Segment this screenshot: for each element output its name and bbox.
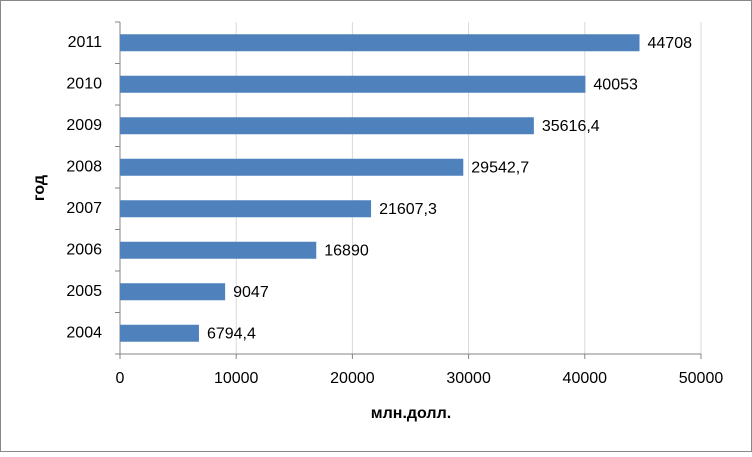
data-label: 21607,3 [379, 201, 437, 218]
y-tick-label: 2004 [66, 324, 102, 341]
data-label: 6794,4 [207, 325, 256, 342]
y-tick-label: 2010 [66, 75, 102, 92]
x-tick-label: 50000 [679, 370, 724, 387]
x-tick-label: 40000 [563, 370, 608, 387]
data-label: 29542,7 [471, 159, 529, 176]
y-tick-label: 2005 [66, 283, 102, 300]
y-axis-label: год [31, 175, 48, 201]
bar [120, 34, 640, 52]
y-tick-label: 2009 [66, 117, 102, 134]
bar [120, 75, 586, 93]
data-label: 16890 [324, 242, 369, 259]
data-label: 9047 [233, 284, 269, 301]
y-tick-label: 2007 [66, 200, 102, 217]
x-tick-label: 10000 [214, 370, 259, 387]
data-label: 40053 [593, 76, 638, 93]
y-tick-label: 2006 [66, 241, 102, 258]
bar [120, 324, 199, 342]
data-label: 35616,4 [542, 118, 600, 135]
y-tick-label: 2008 [66, 158, 102, 175]
x-tick-label: 20000 [330, 370, 375, 387]
bar [120, 283, 226, 301]
bar [120, 117, 534, 135]
data-label: 44708 [648, 35, 693, 52]
x-tick-label: 30000 [446, 370, 491, 387]
bar [120, 241, 317, 259]
x-tick-label: 0 [116, 370, 125, 387]
y-tick-label: 2011 [68, 34, 103, 51]
bar [120, 200, 372, 218]
bar [120, 158, 464, 176]
x-axis-label: млн.долл. [371, 405, 451, 422]
